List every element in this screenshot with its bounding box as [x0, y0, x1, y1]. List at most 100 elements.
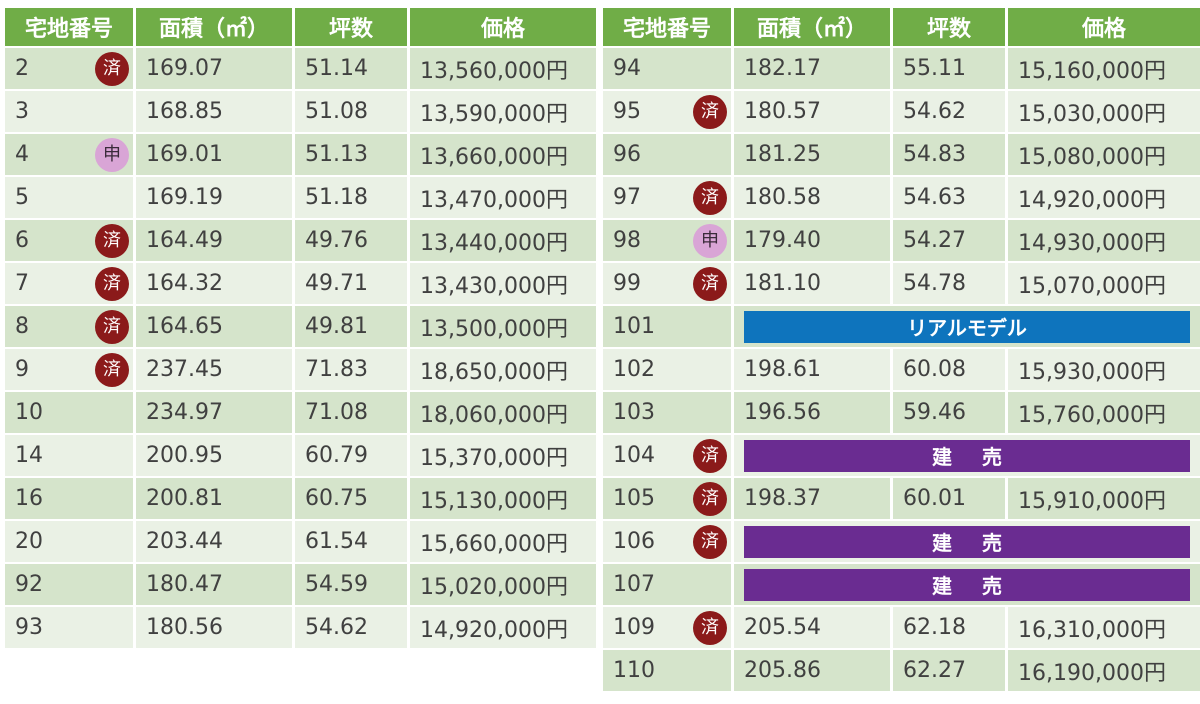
area-cell: 179.40 — [734, 220, 890, 261]
lot-number: 94 — [613, 56, 641, 81]
tsubo-cell: 51.14 — [295, 48, 407, 89]
sold-badge: 済 — [95, 51, 129, 86]
lot-cell: 106 済 — [603, 521, 731, 562]
area-cell: 196.56 — [734, 392, 890, 433]
tsubo-cell: 49.71 — [295, 263, 407, 304]
lot-cell: 103 — [603, 392, 731, 433]
lot-number: 6 — [15, 228, 29, 253]
price-cell: 16,310,000円 — [1008, 607, 1200, 648]
price-cell: 14,930,000円 — [1008, 220, 1200, 261]
table-row: 107 建売 — [603, 564, 1200, 605]
header-price: 価格 — [410, 8, 596, 46]
lot-cell: 14 — [5, 435, 133, 476]
lot-number: 93 — [15, 615, 43, 640]
lot-cell: 95 済 — [603, 91, 731, 132]
area-cell: 181.25 — [734, 134, 890, 175]
area-cell: 200.81 — [136, 478, 292, 519]
header-tsubo: 坪数 — [893, 8, 1005, 46]
price-cell: 15,030,000円 — [1008, 91, 1200, 132]
area-cell: 164.49 — [136, 220, 292, 261]
header-area: 面積（㎡） — [136, 8, 292, 46]
real-model-bar: リアルモデル — [744, 310, 1190, 343]
lot-number: 106 — [613, 529, 655, 554]
tsubo-cell: 71.83 — [295, 349, 407, 390]
built-for-sale-bar: 建売 — [744, 568, 1190, 601]
table-row: 14 200.95 60.79 15,370,000円 — [5, 435, 596, 476]
tsubo-cell: 54.59 — [295, 564, 407, 605]
header-lot-number: 宅地番号 — [603, 8, 731, 46]
status-span-cell: 建売 — [734, 435, 1200, 476]
lot-number: 96 — [613, 142, 641, 167]
area-cell: 169.19 — [136, 177, 292, 218]
price-cell: 15,160,000円 — [1008, 48, 1200, 89]
table-row: 5 169.19 51.18 13,470,000円 — [5, 177, 596, 218]
lot-number: 3 — [15, 99, 29, 124]
sold-badge: 済 — [693, 94, 727, 129]
area-cell: 234.97 — [136, 392, 292, 433]
lot-cell: 10 — [5, 392, 133, 433]
price-cell: 15,070,000円 — [1008, 263, 1200, 304]
applied-badge: 申 — [95, 137, 129, 172]
status-span-cell: リアルモデル — [734, 306, 1200, 347]
area-cell: 198.61 — [734, 349, 890, 390]
area-cell: 203.44 — [136, 521, 292, 562]
sold-badge: 済 — [693, 438, 727, 473]
lot-number: 10 — [15, 400, 43, 425]
lot-cell: 3 — [5, 91, 133, 132]
lot-number: 107 — [613, 572, 655, 597]
table-row: 92 180.47 54.59 15,020,000円 — [5, 564, 596, 605]
area-cell: 200.95 — [136, 435, 292, 476]
price-cell: 15,910,000円 — [1008, 478, 1200, 519]
lot-cell: 104 済 — [603, 435, 731, 476]
price-cell: 15,930,000円 — [1008, 349, 1200, 390]
area-cell: 181.10 — [734, 263, 890, 304]
area-cell: 198.37 — [734, 478, 890, 519]
tsubo-cell: 55.11 — [893, 48, 1005, 89]
area-cell: 164.32 — [136, 263, 292, 304]
status-span-cell: 建売 — [734, 564, 1200, 605]
table-row: 98 申 179.40 54.27 14,930,000円 — [603, 220, 1200, 261]
price-cell: 15,370,000円 — [410, 435, 596, 476]
lot-number: 97 — [613, 185, 641, 210]
price-cell: 13,660,000円 — [410, 134, 596, 175]
lot-number: 103 — [613, 400, 655, 425]
lot-cell: 97 済 — [603, 177, 731, 218]
lot-number: 5 — [15, 185, 29, 210]
tsubo-cell: 60.08 — [893, 349, 1005, 390]
table-row: 96 181.25 54.83 15,080,000円 — [603, 134, 1200, 175]
lot-number: 16 — [15, 486, 43, 511]
table-row: 93 180.56 54.62 14,920,000円 — [5, 607, 596, 648]
price-cell: 15,130,000円 — [410, 478, 596, 519]
table-row: 2 済 169.07 51.14 13,560,000円 — [5, 48, 596, 89]
lot-number: 2 — [15, 56, 29, 81]
table-row: 97 済 180.58 54.63 14,920,000円 — [603, 177, 1200, 218]
lot-number: 4 — [15, 142, 29, 167]
price-cell: 18,060,000円 — [410, 392, 596, 433]
tsubo-cell: 71.08 — [295, 392, 407, 433]
lot-number: 110 — [613, 658, 655, 683]
price-cell: 13,440,000円 — [410, 220, 596, 261]
area-cell: 237.45 — [136, 349, 292, 390]
tsubo-cell: 49.81 — [295, 306, 407, 347]
table-row: 4 申 169.01 51.13 13,660,000円 — [5, 134, 596, 175]
tsubo-cell: 54.62 — [893, 91, 1005, 132]
lot-cell: 20 — [5, 521, 133, 562]
sold-badge: 済 — [95, 266, 129, 301]
sold-badge: 済 — [693, 180, 727, 215]
area-cell: 205.86 — [734, 650, 890, 691]
table-row: 103 196.56 59.46 15,760,000円 — [603, 392, 1200, 433]
tsubo-cell: 60.79 — [295, 435, 407, 476]
table-row: 9 済 237.45 71.83 18,650,000円 — [5, 349, 596, 390]
sold-badge: 済 — [95, 309, 129, 344]
price-cell: 14,920,000円 — [410, 607, 596, 648]
area-cell: 180.47 — [136, 564, 292, 605]
lot-number: 102 — [613, 357, 655, 382]
tsubo-cell: 59.46 — [893, 392, 1005, 433]
lot-cell: 98 申 — [603, 220, 731, 261]
table-row: 105 済 198.37 60.01 15,910,000円 — [603, 478, 1200, 519]
price-cell: 15,020,000円 — [410, 564, 596, 605]
